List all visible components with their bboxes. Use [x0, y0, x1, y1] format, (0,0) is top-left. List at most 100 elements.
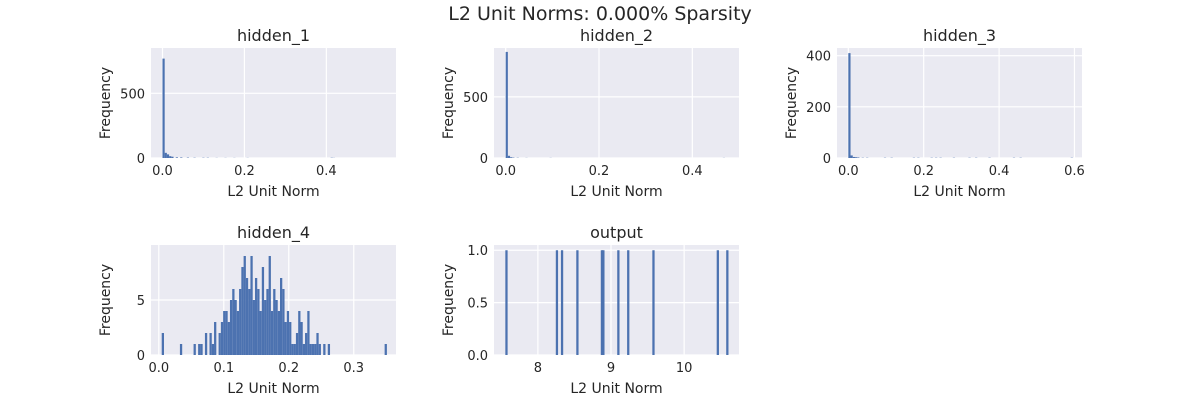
histogram-bar: [164, 152, 167, 158]
plot-area: [494, 245, 739, 355]
histogram-bar: [602, 250, 605, 355]
histogram-bar: [198, 344, 201, 355]
histogram-bar: [311, 344, 315, 355]
x-axis-label: L2 Unit Norm: [227, 184, 319, 200]
x-tick-label: 0.2: [234, 164, 255, 179]
histogram-bar: [169, 156, 172, 158]
histogram-bar: [243, 256, 246, 355]
histogram-bar: [505, 250, 508, 355]
histogram-bar: [850, 155, 853, 158]
histogram-bar: [166, 154, 170, 158]
histogram-bar: [284, 322, 287, 355]
histogram-bar: [252, 300, 255, 355]
histogram-bar: [273, 289, 276, 355]
histogram-bar: [229, 300, 233, 355]
histogram-bar: [277, 311, 280, 355]
histogram-bar: [555, 250, 559, 355]
x-tick-label: 0.0: [148, 361, 169, 376]
histogram-bar: [268, 256, 271, 355]
histogram-bar: [261, 267, 265, 355]
x-axis-label: L2 Unit Norm: [570, 184, 662, 200]
histogram-bar: [716, 250, 719, 355]
x-tick-label: 0.1: [213, 361, 234, 376]
subplot-hidden_4: 0.0 0.1 0.2 0.3 0 5 hidden_4 L2 Unit Norm Freque…: [98, 223, 396, 397]
histogram-bar: [248, 289, 251, 355]
x-tick-label: 0.4: [316, 164, 337, 179]
subplot-title: output: [590, 223, 643, 242]
histogram-bar: [257, 289, 260, 355]
histogram-bar: [225, 311, 228, 355]
y-tick-label: 0: [480, 152, 488, 167]
histogram-bar: [264, 300, 267, 355]
y-tick-label: 0: [137, 349, 145, 364]
histogram-bar: [220, 322, 224, 355]
x-tick-label: 10: [676, 361, 693, 376]
plot-area: [151, 48, 396, 158]
histogram-bar: [316, 333, 319, 355]
subplot-title: hidden_3: [923, 26, 996, 46]
histogram-bar: [236, 311, 240, 355]
y-tick-label: 0.5: [467, 297, 488, 312]
plot-area: [837, 48, 1082, 158]
subplot-title: hidden_4: [237, 223, 310, 243]
subplot-title: hidden_2: [580, 26, 653, 46]
y-axis-label: Frequency: [98, 67, 114, 139]
histogram-bar: [171, 156, 174, 158]
histogram-bar: [726, 250, 729, 355]
x-tick-label: 0.0: [152, 164, 173, 179]
y-tick-label: 500: [463, 91, 488, 106]
subplot-hidden_3: 0.0 0.2 0.4 0.6 0 200 400 hidden_3 L2 Unit Norm F…: [784, 26, 1085, 200]
histogram-bar: [266, 289, 269, 355]
x-tick-label: 0.2: [589, 164, 610, 179]
x-tick-label: 0.6: [1064, 164, 1085, 179]
histogram-bar: [652, 250, 655, 355]
y-axis-label: Frequency: [784, 67, 800, 139]
histogram-bar: [327, 344, 331, 355]
histogram-bar: [291, 344, 294, 355]
histogram-bar: [270, 311, 274, 355]
y-tick-label: 200: [806, 101, 831, 116]
histogram-bar: [259, 311, 262, 355]
histogram-bar: [234, 300, 237, 355]
histogram-bar: [211, 344, 215, 355]
subplot-hidden_1: 0.0 0.2 0.4 0 500 hidden_1 L2 Unit Norm Frequen…: [98, 26, 396, 200]
histogram-bar: [175, 157, 178, 158]
histogram-bar: [627, 250, 630, 355]
histogram-bar: [218, 333, 221, 355]
histogram-bar: [180, 157, 183, 158]
histogram-bar: [848, 53, 851, 158]
histogram-bar: [275, 300, 278, 355]
histogram-bar: [293, 344, 296, 355]
histogram-bar: [302, 344, 306, 355]
histogram-bar: [282, 289, 285, 355]
x-tick-label: 0.2: [913, 164, 934, 179]
plot-area: [494, 48, 739, 158]
y-axis-label: Frequency: [441, 67, 457, 139]
histogram-bar: [300, 322, 303, 355]
histogram-bar: [600, 250, 604, 355]
histogram-bar: [227, 322, 230, 355]
x-tick-label: 9: [607, 361, 615, 376]
x-tick-label: 0.4: [989, 164, 1010, 179]
x-tick-label: 0.3: [343, 361, 364, 376]
subplot-hidden_2: 0.0 0.2 0.4 0 500 hidden_2 L2 Unit Norm Frequen…: [441, 26, 739, 200]
histogram-bar: [295, 333, 299, 355]
histogram-bar: [289, 322, 292, 355]
histogram-bar: [209, 333, 212, 355]
histogram-bar: [309, 344, 312, 355]
y-tick-label: 0: [137, 152, 145, 167]
y-tick-label: 0: [823, 152, 831, 167]
histogram-bar: [323, 344, 326, 355]
histogram-bar: [279, 278, 283, 355]
histogram-bar: [384, 344, 387, 355]
y-axis-label: Frequency: [441, 264, 457, 336]
histogram-bar: [305, 333, 308, 355]
y-tick-label: 5: [137, 294, 145, 309]
x-tick-label: 0.0: [838, 164, 859, 179]
subplot-output: 8 9 10 0.0 0.5 1.0 output L2 Unit Norm Frequency: [441, 223, 739, 397]
histogram-bar: [241, 267, 244, 355]
y-tick-label: 1.0: [467, 244, 488, 259]
y-axis-label: Frequency: [98, 264, 114, 336]
x-axis-label: L2 Unit Norm: [913, 184, 1005, 200]
